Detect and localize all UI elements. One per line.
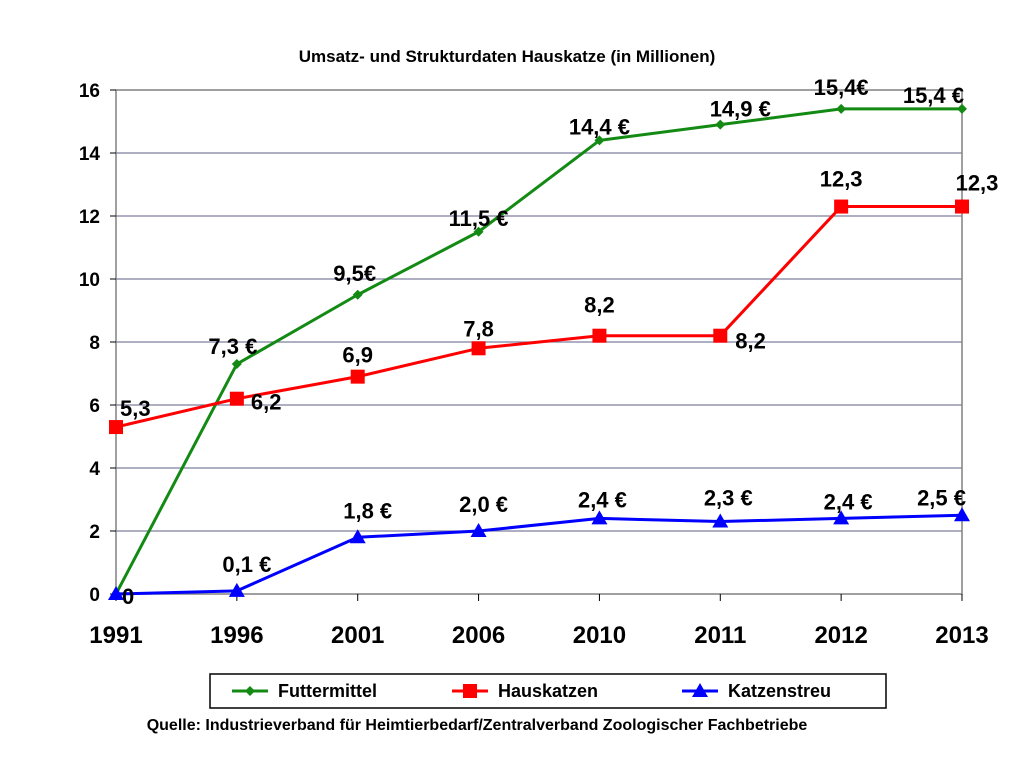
data-point-hauskatzen <box>229 391 244 406</box>
x-tick-label: 2012 <box>814 622 867 649</box>
data-point-katzenstreu <box>228 582 245 597</box>
data-point-futtermittel <box>715 119 726 130</box>
data-label: 7,8 <box>463 316 494 341</box>
legend: Futtermittel Hauskatzen Katzenstreu <box>209 673 887 709</box>
data-point-hauskatzen <box>350 369 365 384</box>
data-label: 7,3 € <box>208 334 257 359</box>
data-label: 6,9 <box>342 343 373 368</box>
y-tick-label: 4 <box>89 459 100 480</box>
legend-label: Katzenstreu <box>728 681 831 701</box>
legend-label: Hauskatzen <box>498 681 598 701</box>
series-line-hauskatzen <box>115 205 962 429</box>
series-line-futtermittel <box>114 107 962 595</box>
data-point-futtermittel <box>594 135 605 146</box>
data-point-hauskatzen <box>592 328 607 343</box>
x-tick-label: 2001 <box>331 622 384 649</box>
y-tick-label: 6 <box>89 396 100 417</box>
grid <box>116 152 962 532</box>
data-label: 12,3 <box>956 171 999 196</box>
data-point-katzenstreu <box>591 510 608 525</box>
data-point-futtermittel <box>836 103 847 114</box>
x-tick-label: 2013 <box>935 622 988 649</box>
data-point-hauskatzen <box>471 341 486 356</box>
data-label: 2,0 € <box>459 492 508 517</box>
data-label: 11,5 € <box>449 206 509 231</box>
y-tick-label: 14 <box>79 144 101 165</box>
data-label: 14,4 € <box>569 114 630 139</box>
data-point-hauskatzen <box>955 199 969 214</box>
data-label: 0 <box>122 584 134 609</box>
data-label: 15,4€ <box>814 75 869 100</box>
chart-title: Umsatz- und Strukturdaten Hauskatze (in … <box>299 47 716 66</box>
data-point-futtermittel <box>473 226 484 237</box>
data-point-hauskatzen <box>834 199 849 214</box>
y-tick-label: 16 <box>79 81 100 102</box>
data-point-katzenstreu <box>712 513 729 528</box>
x-tick-label: 1991 <box>89 622 142 649</box>
data-point-katzenstreu <box>349 529 366 544</box>
data-point-hauskatzen <box>713 328 728 343</box>
data-point-futtermittel <box>957 103 967 114</box>
axes: 0 2 4 6 8 10 12 14 16 1991 1996 2001 2006 2010 2011 201… <box>79 81 989 649</box>
series-line-katzenstreu <box>115 513 963 596</box>
data-point-futtermittel <box>352 289 363 300</box>
data-point-futtermittel <box>231 359 242 370</box>
x-tick-label: 2010 <box>573 622 626 649</box>
legend-marker <box>463 684 477 698</box>
data-point-katzenstreu <box>954 507 970 522</box>
series <box>108 103 970 600</box>
y-tick-label: 2 <box>89 522 100 543</box>
data-labels: 7,3 € 9,5€ 11,5 € 14,4 € 14,9 € 15,4€ 15,4 € 5,… <box>120 75 998 609</box>
data-label: 12,3 <box>820 167 863 192</box>
legend-marker <box>245 686 255 696</box>
legend-marker <box>692 683 708 697</box>
data-point-hauskatzen <box>109 420 123 435</box>
data-label: 8,2 <box>584 293 615 318</box>
y-tick-label: 10 <box>79 270 100 291</box>
data-label: 2,4 € <box>578 487 627 512</box>
data-label: 14,9 € <box>710 97 771 122</box>
data-label: 2,4 € <box>824 489 873 514</box>
y-tick-label: 8 <box>89 333 100 354</box>
data-label: 8,2 <box>735 329 766 354</box>
x-tick-label: 2011 <box>694 622 746 649</box>
data-label: 9,5€ <box>333 261 376 286</box>
x-tick-label: 2006 <box>452 622 505 649</box>
data-label: 15,4 € <box>903 83 964 108</box>
data-point-katzenstreu <box>108 586 124 600</box>
data-label: 6,2 <box>251 390 282 415</box>
data-label: 5,3 <box>120 396 151 421</box>
data-point-katzenstreu <box>833 510 850 525</box>
data-label: 0,1 € <box>222 552 271 577</box>
y-tick-label: 12 <box>79 207 100 228</box>
data-label: 2,3 € <box>704 486 753 511</box>
x-tick-label: 1996 <box>210 622 263 649</box>
y-tick-label: 0 <box>89 585 100 606</box>
legend-label: Futtermittel <box>278 681 377 701</box>
source-note: Quelle: Industrieverband für Heimtierbed… <box>147 717 808 734</box>
data-label: 2,5 € <box>917 485 966 510</box>
data-point-katzenstreu <box>470 523 487 537</box>
legend-box <box>209 673 887 709</box>
data-label: 1,8 € <box>343 498 392 523</box>
